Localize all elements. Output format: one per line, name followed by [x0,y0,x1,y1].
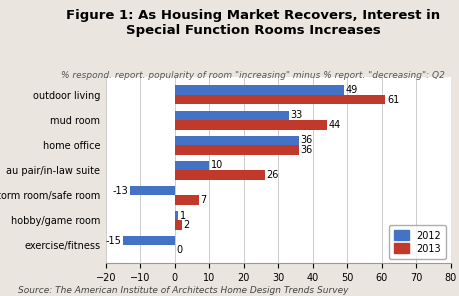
Text: Source: The American Institute of Architects Home Design Trends Survey: Source: The American Institute of Archit… [18,286,348,295]
Text: 7: 7 [200,195,207,205]
Bar [174,145,298,155]
Bar [174,220,181,230]
Bar [174,161,209,170]
Text: 2: 2 [183,220,189,230]
Text: -13: -13 [112,186,128,196]
Bar [174,110,288,120]
Text: 36: 36 [300,145,312,155]
Bar [174,211,178,220]
Text: 26: 26 [266,170,278,180]
Legend: 2012, 2013: 2012, 2013 [388,226,445,259]
Text: 1: 1 [179,210,186,221]
Bar [174,170,264,180]
Text: 36: 36 [300,135,312,145]
Text: 44: 44 [328,120,340,130]
Bar [130,186,174,195]
Text: 10: 10 [211,160,223,170]
Text: 33: 33 [290,110,302,120]
Bar [123,236,174,245]
Text: 61: 61 [386,95,398,105]
Bar [174,95,385,104]
Text: Figure 1: As Housing Market Recovers, Interest in
Special Function Rooms Increas: Figure 1: As Housing Market Recovers, In… [66,9,439,37]
Text: -15: -15 [105,236,121,246]
Text: 0: 0 [176,245,182,255]
Bar [174,86,343,95]
Bar [174,120,326,130]
Bar [174,195,199,205]
Text: % respond. report. popularity of room "increasing" minus % report. "decreasing":: % respond. report. popularity of room "i… [61,71,444,80]
Text: 49: 49 [345,85,357,95]
Bar [174,136,298,145]
